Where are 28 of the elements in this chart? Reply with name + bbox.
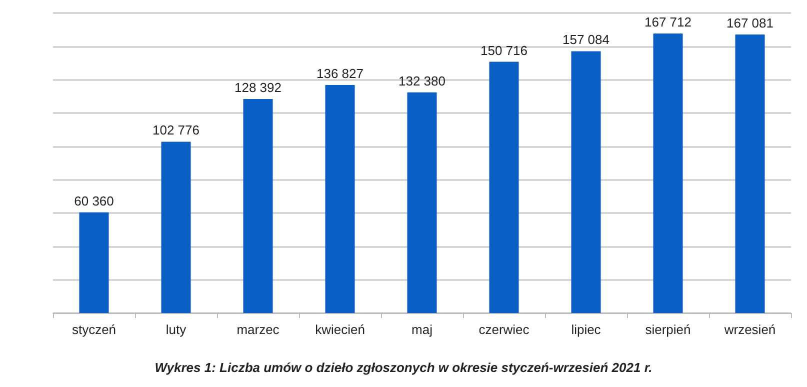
x-tick-label: maj <box>412 322 433 337</box>
data-label: 128 392 <box>234 80 282 96</box>
data-label: 60 360 <box>74 193 114 208</box>
bar <box>735 34 765 313</box>
bar <box>243 99 273 313</box>
bar <box>161 142 191 313</box>
x-tick-label: wrzesień <box>723 322 776 337</box>
bar <box>325 84 355 313</box>
x-tick-label: styczeń <box>72 322 116 337</box>
x-tick-label: luty <box>166 322 187 337</box>
data-label: 150 716 <box>480 42 528 58</box>
bar <box>489 62 519 313</box>
data-label: 136 827 <box>316 66 364 81</box>
data-label: 157 084 <box>562 32 610 48</box>
x-tick-label: lipiec <box>571 322 602 337</box>
bar <box>653 33 683 313</box>
data-label: 167 081 <box>726 16 774 31</box>
bar <box>407 92 437 313</box>
text: Wykres 1: Liczba umów o dzieło zgłoszonych w okresie styczeń-wrzesień 2021 r. <box>154 360 652 375</box>
x-tick-label: kwiecień <box>315 322 365 337</box>
x-tick-label: czerwiec <box>478 322 530 337</box>
x-tick-label: sierpień <box>645 322 691 337</box>
bar <box>571 51 601 313</box>
bar <box>79 212 109 313</box>
data-label: 167 712 <box>644 14 692 30</box>
x-tick-label: marzec <box>236 322 280 337</box>
data-label: 102 776 <box>152 122 200 138</box>
data-label: 132 380 <box>398 73 446 88</box>
